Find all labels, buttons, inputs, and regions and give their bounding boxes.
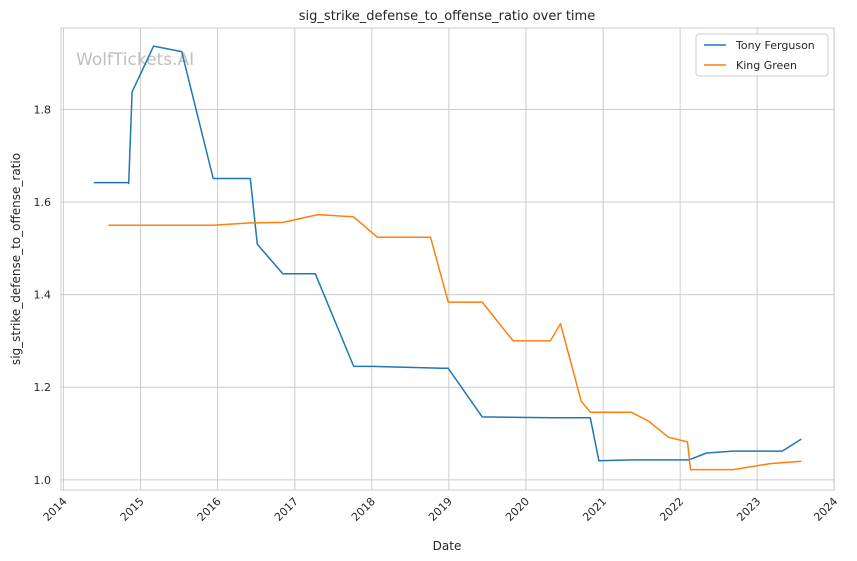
legend-label-tony-ferguson: Tony Ferguson: [735, 39, 815, 52]
series-line-king-green: [108, 213, 802, 471]
legend-box: [695, 33, 829, 77]
x-gridlines: [63, 28, 835, 490]
y-tick-label: 1.8: [34, 103, 52, 116]
y-axis-label: sig_strike_defense_to_offense_ratio: [9, 153, 23, 365]
y-tick-label: 1.4: [34, 289, 52, 302]
legend-items: Tony Ferguson King Green: [704, 39, 815, 72]
y-tick-label: 1.6: [34, 196, 52, 209]
y-gridlines: [61, 108, 834, 481]
y-tick-labels: 1.0 1.2 1.4 1.6 1.8: [34, 103, 52, 486]
chart-title: sig_strike_defense_to_offense_ratio over…: [299, 9, 595, 24]
legend: Tony Ferguson King Green: [695, 33, 829, 77]
y-tick-label: 1.0: [34, 474, 52, 487]
plot-area: [60, 27, 835, 491]
legend-label-king-green: King Green: [736, 59, 797, 72]
x-axis-label: Date: [433, 539, 462, 553]
watermark-text: WolfTickets.AI: [76, 50, 194, 70]
series-layer: [93, 45, 802, 471]
series-line-tony-ferguson: [93, 45, 802, 462]
y-tick-label: 1.2: [34, 381, 52, 394]
